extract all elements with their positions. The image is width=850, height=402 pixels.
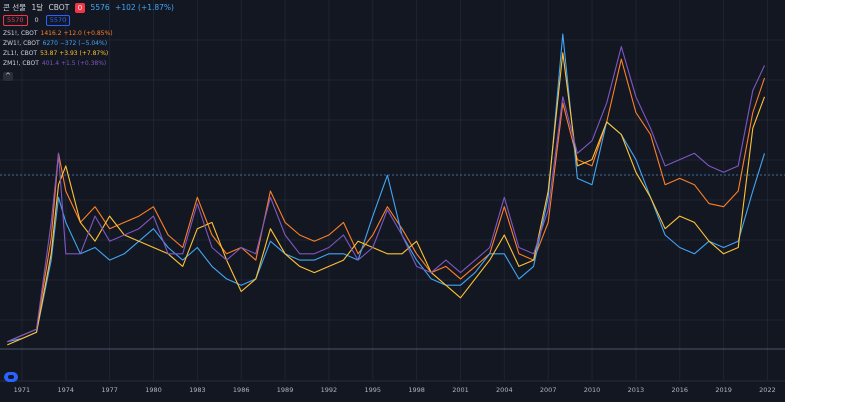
series-line-2[interactable] bbox=[7, 33, 766, 343]
legend-row-zm[interactable]: ZM1!, CBOT 401.4 +1.5 (+0.38%) bbox=[3, 60, 106, 68]
chart-header: 콘 선물 1달 CBOT 0 5576 +102 (+1.87%) bbox=[3, 2, 177, 13]
sell-price-box[interactable]: 5570 bbox=[3, 14, 28, 26]
x-tick-label: 2013 bbox=[628, 386, 645, 394]
legend-change: +12.0 (+0.85%) bbox=[63, 30, 113, 37]
main-price: 5576 bbox=[90, 3, 110, 12]
indicator-badge[interactable]: 0 bbox=[74, 3, 86, 13]
symbol-title[interactable]: 콘 선물 bbox=[3, 3, 27, 12]
x-tick-label: 2016 bbox=[671, 386, 688, 394]
chart-plot[interactable]: 1971 1974 1977 1980 1983 1986 1989 1992 1995 1998… bbox=[0, 0, 785, 402]
x-tick-label: 1989 bbox=[277, 386, 294, 394]
x-tick-label: 1974 bbox=[58, 386, 75, 394]
spread-box: 0 bbox=[34, 15, 39, 24]
x-tick-label: 1998 bbox=[408, 386, 425, 394]
legend-row-zl[interactable]: ZL1!, CBOT 53.87 +3.93 (+7.87%) bbox=[3, 50, 108, 58]
series-line-1[interactable] bbox=[7, 58, 766, 343]
x-tick-label: 1986 bbox=[233, 386, 250, 394]
tradingview-logo-icon[interactable] bbox=[4, 372, 18, 382]
series-line-4[interactable] bbox=[7, 46, 765, 343]
series-line-3[interactable] bbox=[7, 52, 766, 346]
chevron-up-icon[interactable]: ^ bbox=[3, 72, 13, 81]
legend-change: +3.93 (+7.87%) bbox=[59, 50, 109, 57]
x-tick-label: 2007 bbox=[540, 386, 557, 394]
legend-symbol: ZW1!, CBOT bbox=[3, 40, 40, 47]
legend-change: +1.5 (+0.38%) bbox=[61, 60, 107, 67]
x-tick-label: 2019 bbox=[715, 386, 732, 394]
legend-value: 1416.2 bbox=[40, 30, 62, 37]
legend-value: 401.4 bbox=[41, 60, 60, 67]
x-tick-label: 1971 bbox=[14, 386, 31, 394]
x-tick-label: 1983 bbox=[189, 386, 206, 394]
x-tick-label: 2010 bbox=[584, 386, 601, 394]
x-tick-label: 1980 bbox=[145, 386, 162, 394]
exchange-label: CBOT bbox=[48, 3, 70, 12]
interval-label[interactable]: 1달 bbox=[31, 3, 44, 12]
legend-value: 53.87 bbox=[40, 50, 58, 57]
x-tick-label: 2004 bbox=[496, 386, 513, 394]
x-tick-label: 1977 bbox=[101, 386, 118, 394]
legend-symbol: ZS1!, CBOT bbox=[3, 30, 38, 37]
main-change: +102 (+1.87%) bbox=[115, 3, 174, 12]
x-tick-label: 2022 bbox=[759, 386, 776, 394]
price-boxes: 5570 0 5570 bbox=[3, 14, 71, 26]
legend-change: −372 (−5.04%) bbox=[59, 40, 108, 47]
x-tick-label: 1995 bbox=[364, 386, 381, 394]
x-tick-label: 1992 bbox=[321, 386, 338, 394]
legend-value: 6270 bbox=[42, 40, 58, 47]
legend-row-zs[interactable]: ZS1!, CBOT 1416.2 +12.0 (+0.85%) bbox=[3, 30, 113, 38]
chart-panel[interactable]: 1971 1974 1977 1980 1983 1986 1989 1992 1995 1998… bbox=[0, 0, 785, 402]
legend-row-zw[interactable]: ZW1!, CBOT 6270 −372 (−5.04%) bbox=[3, 40, 107, 48]
blank-area bbox=[785, 0, 850, 402]
legend-symbol: ZL1!, CBOT bbox=[3, 50, 38, 57]
legend-symbol: ZM1!, CBOT bbox=[3, 60, 39, 67]
x-tick-label: 2001 bbox=[452, 386, 469, 394]
buy-price-box[interactable]: 5570 bbox=[45, 14, 71, 26]
